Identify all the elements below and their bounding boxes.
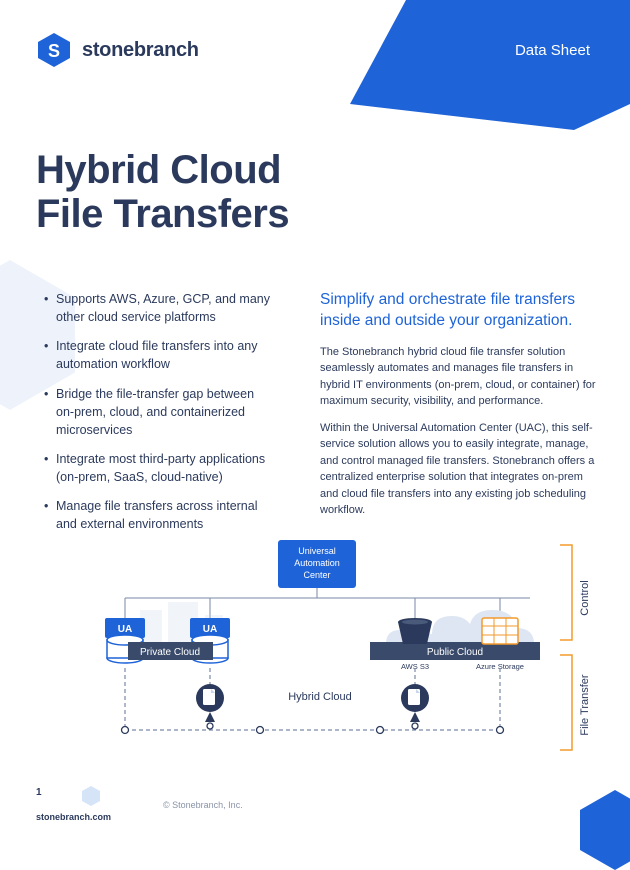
logo-hex-icon: S xyxy=(36,32,72,68)
subheading: Simplify and orchestrate file transfers … xyxy=(320,290,600,332)
page-number: 1 xyxy=(36,787,111,798)
svg-text:Universal: Universal xyxy=(298,546,336,556)
svg-text:S: S xyxy=(48,41,60,61)
logo: S stonebranch xyxy=(36,32,199,68)
bullet-item: Manage file transfers across internal an… xyxy=(44,497,274,533)
feature-bullets: Supports AWS, Azure, GCP, and many other… xyxy=(44,290,274,544)
bullet-item: Integrate most third-party applications … xyxy=(44,450,274,486)
footer-site: stonebranch.com xyxy=(36,812,111,822)
description-column: Simplify and orchestrate file transfers … xyxy=(320,290,600,529)
svg-text:UA: UA xyxy=(118,624,132,635)
header-banner xyxy=(350,0,630,130)
svg-text:Private Cloud: Private Cloud xyxy=(140,647,200,658)
svg-text:Center: Center xyxy=(303,570,330,580)
svg-text:Hybrid Cloud: Hybrid Cloud xyxy=(288,691,352,703)
architecture-diagram: Control File Transfer Universal Automati… xyxy=(60,540,600,760)
paragraph: Within the Universal Automation Center (… xyxy=(320,420,600,519)
bullet-item: Supports AWS, Azure, GCP, and many other… xyxy=(44,290,274,326)
title-line-1: Hybrid Cloud xyxy=(36,148,281,192)
page-title: Hybrid Cloud File Transfers xyxy=(36,148,289,236)
svg-text:Automation: Automation xyxy=(294,558,340,568)
svg-text:Public Cloud: Public Cloud xyxy=(427,647,483,658)
footer: 1 stonebranch.com © Stonebranch, Inc. xyxy=(36,787,594,822)
svg-text:UA: UA xyxy=(203,624,217,635)
file-transfer-icon xyxy=(401,684,429,729)
footer-copyright: © Stonebranch, Inc. xyxy=(163,800,243,810)
bullet-item: Integrate cloud file transfers into any … xyxy=(44,337,274,373)
header-label: Data Sheet xyxy=(515,42,590,59)
file-transfer-icon xyxy=(196,684,224,729)
title-line-2: File Transfers xyxy=(36,192,289,236)
paragraph: The Stonebranch hybrid cloud file transf… xyxy=(320,344,600,410)
logo-text: stonebranch xyxy=(82,39,199,62)
svg-text:Control: Control xyxy=(579,580,591,615)
svg-text:File Transfer: File Transfer xyxy=(579,674,591,735)
bullet-item: Bridge the file-transfer gap between on-… xyxy=(44,385,274,439)
